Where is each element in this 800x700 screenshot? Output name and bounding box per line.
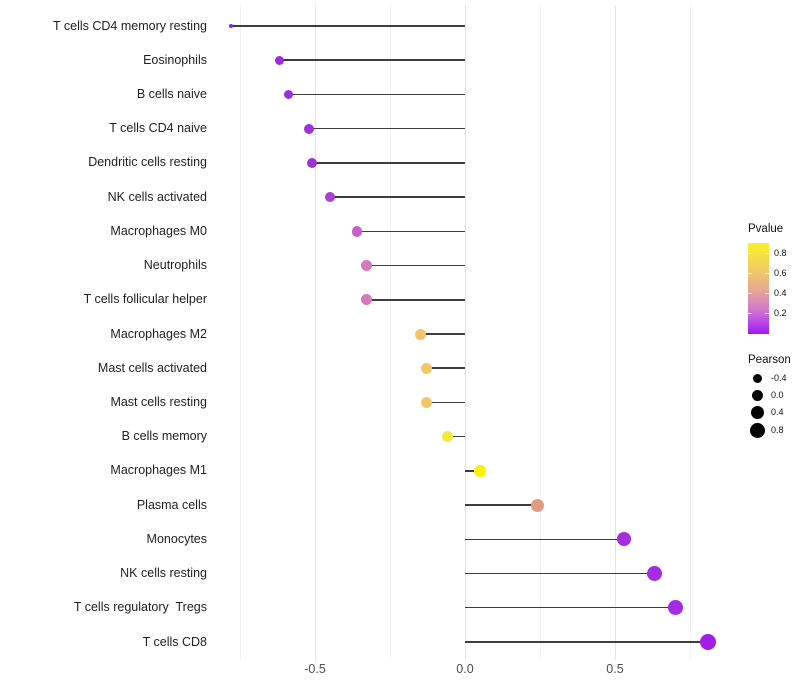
x-tick-label: -0.5 (304, 662, 326, 676)
colorbar-tick (765, 293, 769, 294)
y-axis-label: T cells CD4 naive (109, 121, 207, 136)
data-point (474, 465, 486, 477)
y-axis-label: Neutrophils (143, 258, 207, 272)
lollipop-stem (357, 230, 465, 233)
data-point (441, 431, 453, 443)
pvalue-legend-title: Pvalue (748, 223, 784, 235)
colorbar-tick (748, 253, 752, 254)
lollipop-stem (447, 435, 465, 438)
x-tick-label: 0.0 (456, 662, 474, 676)
lollipop-stem (465, 538, 624, 541)
colorbar-tick (748, 273, 752, 274)
data-point (274, 55, 284, 65)
data-point (325, 192, 335, 203)
y-axis-label: T cells follicular helper (83, 292, 207, 307)
y-axis-label: Eosinophils (143, 52, 207, 67)
size-legend-label: 0.4 (771, 407, 784, 418)
lollipop-stem (309, 127, 465, 130)
colorbar-tick-label: 0.8 (774, 248, 787, 258)
y-axis-label: Plasma cells (136, 497, 207, 512)
y-axis-label: Macrophages M0 (110, 223, 207, 238)
lollipop-stem (366, 264, 465, 267)
size-legend-dot (752, 373, 762, 383)
lollipop-stem (231, 25, 465, 27)
lollipop-stem (465, 641, 708, 643)
y-axis-label: Macrophages M2 (110, 326, 207, 341)
data-point (617, 532, 631, 547)
colorbar-tick (748, 313, 752, 314)
x-tick-label: 0.5 (606, 662, 624, 676)
data-point (646, 566, 662, 581)
y-axis-label: Mast cells activated (97, 360, 207, 375)
y-axis-label: Monocytes (146, 531, 207, 546)
gridline-minor (240, 5, 241, 660)
data-point (304, 123, 314, 134)
data-point (351, 226, 363, 237)
gridline-major (615, 5, 616, 660)
data-point (667, 600, 683, 616)
lollipop-stem (465, 470, 480, 472)
y-axis-label: T cells regulatory Tregs (73, 600, 207, 615)
data-point (530, 498, 544, 512)
size-legend-label: -0.4 (771, 372, 787, 383)
size-legend-dot (749, 422, 765, 438)
lollipop-stem (465, 504, 537, 506)
colorbar-tick-label: 0.6 (774, 268, 787, 278)
lollipop-stem (426, 401, 465, 404)
lollipop-stem (312, 162, 465, 164)
data-point (360, 294, 372, 306)
data-point (360, 260, 372, 271)
lollipop-stem (366, 299, 465, 301)
size-legend-dot (750, 406, 764, 420)
colorbar-tick-label: 0.4 (774, 288, 787, 298)
lollipop-stem (426, 367, 465, 369)
gridline-major (315, 5, 316, 660)
colorbar-tick (765, 273, 769, 274)
lollipop-stem (288, 93, 465, 96)
y-axis-label: B cells memory (121, 429, 207, 444)
y-axis-label: T cells CD4 memory resting (53, 18, 207, 33)
lollipop-stem (330, 196, 465, 198)
size-legend-label: 0.8 (771, 424, 784, 435)
y-axis-label: Macrophages M1 (110, 463, 207, 478)
gridline-minor (390, 5, 391, 660)
lollipop-stem (420, 333, 465, 335)
data-point (414, 328, 426, 340)
y-axis-label: Mast cells resting (110, 394, 207, 409)
y-axis-label: B cells naive (136, 86, 207, 101)
size-legend-dot (751, 389, 763, 401)
lollipop-stem (465, 572, 654, 575)
gridline-minor (540, 5, 541, 660)
data-point (283, 89, 293, 99)
y-axis-label: NK cells resting (120, 566, 207, 580)
data-point (229, 24, 233, 28)
y-axis-label: T cells CD8 (142, 634, 207, 649)
colorbar-tick (765, 253, 769, 254)
size-legend-label: 0.0 (771, 389, 784, 400)
pvalue-colorbar (748, 243, 769, 334)
y-axis-label: NK cells activated (107, 189, 207, 204)
data-point (420, 362, 432, 374)
gridline-minor (690, 5, 691, 660)
colorbar-tick (748, 293, 752, 294)
data-point (420, 396, 432, 408)
data-point (307, 157, 317, 168)
gridline-major (465, 5, 466, 660)
lollipop-stem (465, 606, 675, 609)
data-point (700, 634, 716, 650)
colorbar-tick-label: 0.2 (774, 308, 787, 318)
colorbar-tick (765, 313, 769, 314)
pearson-legend-title: Pearson (748, 354, 791, 366)
y-axis-label: Dendritic cells resting (88, 155, 207, 170)
lollipop-stem (279, 59, 465, 61)
